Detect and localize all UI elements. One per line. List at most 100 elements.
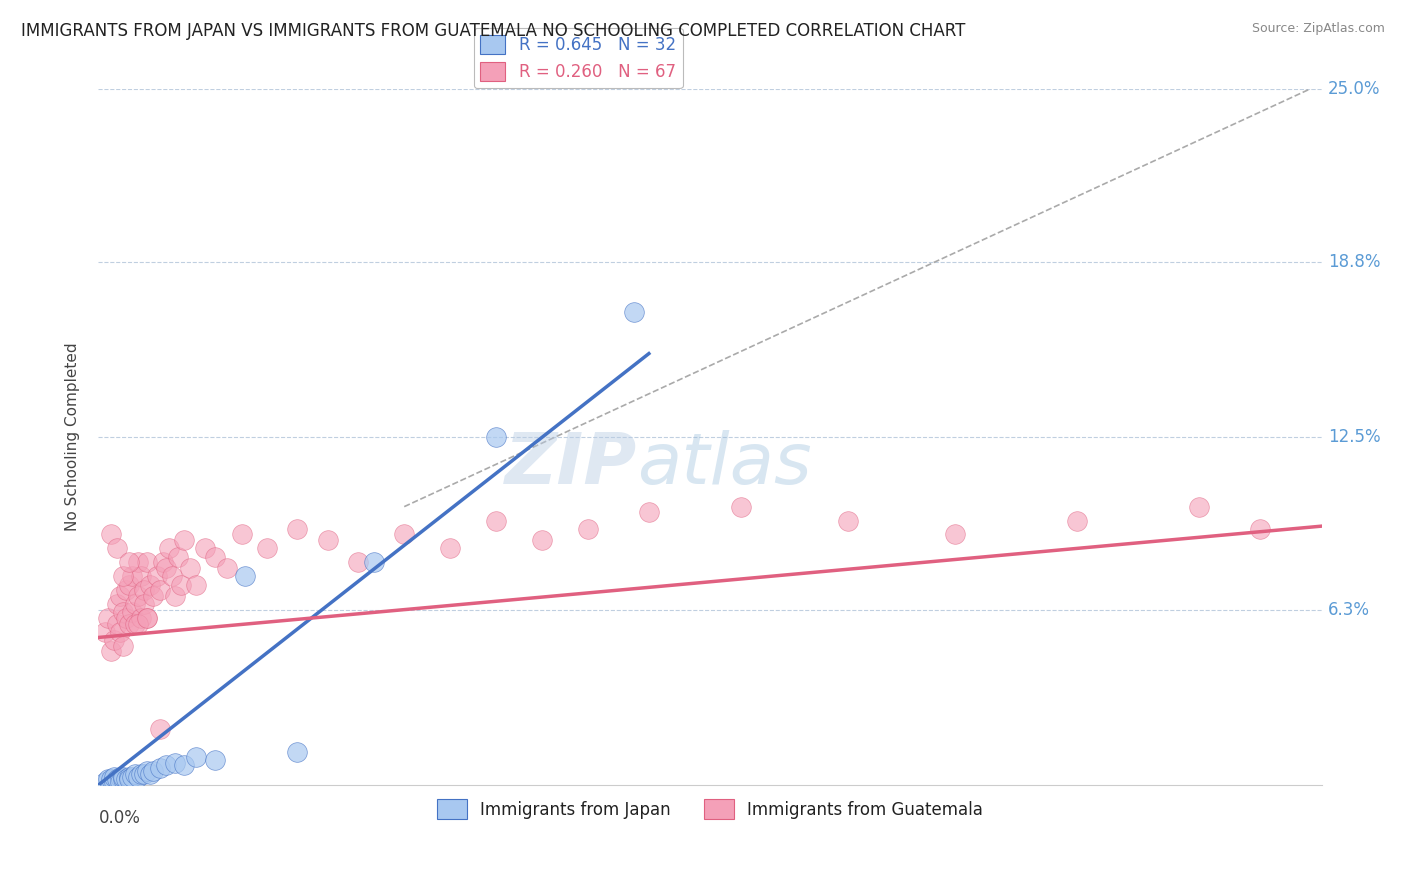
Point <box>115 772 138 787</box>
Point <box>530 533 553 547</box>
Point <box>204 753 226 767</box>
Point <box>149 761 172 775</box>
Point <box>129 767 152 781</box>
Point <box>100 644 122 658</box>
Point <box>111 569 134 583</box>
Point <box>285 522 308 536</box>
Point <box>118 770 141 784</box>
Point <box>173 533 195 547</box>
Point <box>115 611 138 625</box>
Point <box>163 589 186 603</box>
Point <box>127 589 149 603</box>
Point <box>163 756 186 770</box>
Point <box>105 772 128 787</box>
Point <box>121 569 143 583</box>
Point <box>105 616 128 631</box>
Text: 18.8%: 18.8% <box>1327 252 1381 271</box>
Point <box>118 772 141 787</box>
Point <box>149 723 172 737</box>
Point <box>108 624 131 639</box>
Point <box>136 764 159 778</box>
Point <box>124 616 146 631</box>
Point <box>943 527 966 541</box>
Point <box>1066 514 1088 528</box>
Point <box>93 775 115 789</box>
Point <box>121 606 143 620</box>
Point <box>105 541 128 556</box>
Point <box>485 430 508 444</box>
Point <box>173 758 195 772</box>
Point <box>142 589 165 603</box>
Point <box>392 527 416 541</box>
Text: 6.3%: 6.3% <box>1327 600 1369 619</box>
Text: 0.0%: 0.0% <box>98 809 141 827</box>
Point <box>623 305 645 319</box>
Point <box>145 569 167 583</box>
Point <box>157 541 180 556</box>
Point <box>1188 500 1211 514</box>
Text: atlas: atlas <box>637 431 811 500</box>
Point <box>363 555 385 569</box>
Point <box>485 514 508 528</box>
Point <box>134 583 156 598</box>
Point <box>316 533 339 547</box>
Point <box>115 583 138 598</box>
Point <box>111 606 134 620</box>
Point <box>93 624 115 639</box>
Point <box>155 561 177 575</box>
Point <box>121 770 143 784</box>
Point <box>136 611 159 625</box>
Point <box>233 569 256 583</box>
Point <box>837 514 859 528</box>
Text: Source: ZipAtlas.com: Source: ZipAtlas.com <box>1251 22 1385 36</box>
Legend: Immigrants from Japan, Immigrants from Guatemala: Immigrants from Japan, Immigrants from G… <box>430 793 990 825</box>
Point <box>129 611 152 625</box>
Point <box>637 505 661 519</box>
Point <box>186 750 208 764</box>
Point <box>149 583 172 598</box>
Point <box>439 541 461 556</box>
Point <box>118 616 141 631</box>
Point <box>103 775 125 789</box>
Text: IMMIGRANTS FROM JAPAN VS IMMIGRANTS FROM GUATEMALA NO SCHOOLING COMPLETED CORREL: IMMIGRANTS FROM JAPAN VS IMMIGRANTS FROM… <box>21 22 966 40</box>
Point <box>139 767 162 781</box>
Point <box>285 745 308 759</box>
Point <box>108 770 131 784</box>
Point <box>124 597 146 611</box>
Point <box>155 758 177 772</box>
Point <box>256 541 278 556</box>
Point <box>170 577 193 591</box>
Point <box>186 577 208 591</box>
Y-axis label: No Schooling Completed: No Schooling Completed <box>65 343 80 532</box>
Point <box>576 522 599 536</box>
Point <box>108 775 131 789</box>
Text: ZIP: ZIP <box>505 431 637 500</box>
Point <box>103 633 125 648</box>
Point <box>124 767 146 781</box>
Point <box>97 611 120 625</box>
Point <box>100 527 122 541</box>
Point <box>179 561 201 575</box>
Point <box>118 555 141 569</box>
Point <box>139 577 162 591</box>
Point <box>97 772 120 787</box>
Point <box>142 764 165 778</box>
Point <box>111 639 134 653</box>
Point <box>134 767 156 781</box>
Point <box>730 500 752 514</box>
Point <box>127 616 149 631</box>
Point <box>127 555 149 569</box>
Point <box>111 772 134 787</box>
Point <box>167 549 190 564</box>
Point <box>194 541 217 556</box>
Point <box>108 589 131 603</box>
Point <box>118 577 141 591</box>
Point <box>105 597 128 611</box>
Point <box>152 555 174 569</box>
Point <box>347 555 370 569</box>
Point <box>136 555 159 569</box>
Point <box>136 611 159 625</box>
Point <box>100 772 122 787</box>
Point <box>127 770 149 784</box>
Point <box>111 770 134 784</box>
